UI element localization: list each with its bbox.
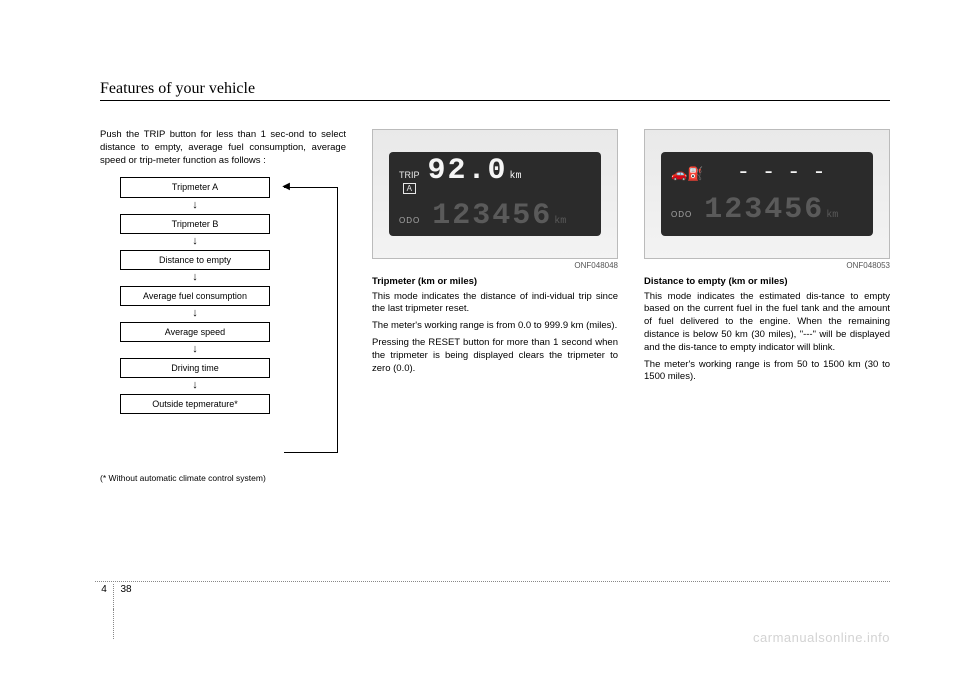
lcd-screen: 🚗⛽ ---- ODO 123456km xyxy=(661,152,873,236)
flow-box: Driving time xyxy=(120,358,270,378)
down-arrow-icon: ↓ xyxy=(192,308,198,319)
down-arrow-icon: ↓ xyxy=(192,236,198,247)
flow-box: Average speed xyxy=(120,322,270,342)
content-columns: Push the TRIP button for less than 1 sec… xyxy=(100,129,890,485)
page: Features of your vehicle Push the TRIP b… xyxy=(0,0,960,679)
odo-value-number: 123456 xyxy=(704,193,824,227)
flowchart-return-line xyxy=(337,187,338,453)
trip-label: TRIP xyxy=(399,169,420,181)
intro-paragraph: Push the TRIP button for less than 1 sec… xyxy=(100,129,346,167)
page-number: 38 xyxy=(114,584,138,609)
trip-mode-flowchart: Tripmeter A ↓ Tripmeter B ↓ Distance to … xyxy=(100,177,346,467)
footer-dotted-divider xyxy=(113,609,114,639)
column-1: Push the TRIP button for less than 1 sec… xyxy=(100,129,346,485)
column-3: 🚗⛽ ---- ODO 123456km ONF048053 Distance … xyxy=(644,129,890,485)
down-arrow-icon: ↓ xyxy=(192,200,198,211)
trip-value-number: 92.0 xyxy=(428,154,508,188)
section-number: 4 xyxy=(95,584,114,609)
flowchart-return-line xyxy=(284,452,338,453)
page-footer: 4 38 xyxy=(95,581,890,609)
flow-box: Average fuel consumption xyxy=(120,286,270,306)
lcd-row-trip: TRIP A 92.0km xyxy=(399,151,591,194)
trip-value-unit: km xyxy=(510,171,522,182)
odo-value-unit: km xyxy=(826,210,838,221)
page-title: Features of your vehicle xyxy=(100,80,890,101)
tripmeter-paragraph: The meter's working range is from 0.0 to… xyxy=(372,320,618,333)
down-arrow-icon: ↓ xyxy=(192,272,198,283)
odo-label: ODO xyxy=(399,216,420,227)
dte-heading: Distance to empty (km or miles) xyxy=(644,276,890,289)
car-icon: 🚗 xyxy=(671,166,687,181)
odo-value: 123456km xyxy=(704,190,838,231)
flow-box: Outside tepmerature* xyxy=(120,394,270,414)
lcd-row-dte: 🚗⛽ ---- xyxy=(671,158,863,188)
tripmeter-display-image: TRIP A 92.0km ODO 123456km xyxy=(372,129,618,259)
flowchart-return-line xyxy=(284,187,338,188)
trip-set-label: A xyxy=(403,183,416,195)
lcd-row-odo: ODO 123456km xyxy=(671,190,863,231)
car-fuel-icon: 🚗⛽ xyxy=(671,165,703,183)
flow-box: Tripmeter A xyxy=(120,177,270,197)
left-arrow-icon: ◀ xyxy=(282,182,290,192)
down-arrow-icon: ↓ xyxy=(192,380,198,391)
trip-icon: TRIP A xyxy=(399,169,420,194)
down-arrow-icon: ↓ xyxy=(192,344,198,355)
flow-box: Distance to empty xyxy=(120,250,270,270)
distance-to-empty-display-image: 🚗⛽ ---- ODO 123456km xyxy=(644,129,890,259)
figure-caption: ONF048053 xyxy=(644,261,890,272)
flowchart-footnote: (* Without automatic climate control sys… xyxy=(100,473,346,484)
tripmeter-heading: Tripmeter (km or miles) xyxy=(372,276,618,289)
odo-value-unit: km xyxy=(554,216,566,227)
watermark: carmanualsonline.info xyxy=(753,630,890,645)
trip-value: 92.0km xyxy=(428,151,522,192)
dte-paragraph: The meter's working range is from 50 to … xyxy=(644,359,890,385)
odo-value: 123456km xyxy=(432,196,566,237)
figure-caption: ONF048048 xyxy=(372,261,618,272)
dte-paragraph: This mode indicates the estimated dis-ta… xyxy=(644,291,890,355)
column-2: TRIP A 92.0km ODO 123456km xyxy=(372,129,618,485)
odo-label: ODO xyxy=(671,210,692,221)
tripmeter-paragraph: This mode indicates the distance of indi… xyxy=(372,291,618,317)
tripmeter-paragraph: Pressing the RESET button for more than … xyxy=(372,337,618,375)
odo-value-number: 123456 xyxy=(432,199,552,233)
flow-box: Tripmeter B xyxy=(120,214,270,234)
lcd-screen: TRIP A 92.0km ODO 123456km xyxy=(389,152,601,236)
dte-dashes: ---- xyxy=(711,158,863,188)
lcd-row-odo: ODO 123456km xyxy=(399,196,591,237)
fuel-pump-icon: ⛽ xyxy=(687,166,703,181)
page-footer-inner: 4 38 xyxy=(95,582,890,609)
flowchart-boxes: Tripmeter A ↓ Tripmeter B ↓ Distance to … xyxy=(100,177,290,414)
